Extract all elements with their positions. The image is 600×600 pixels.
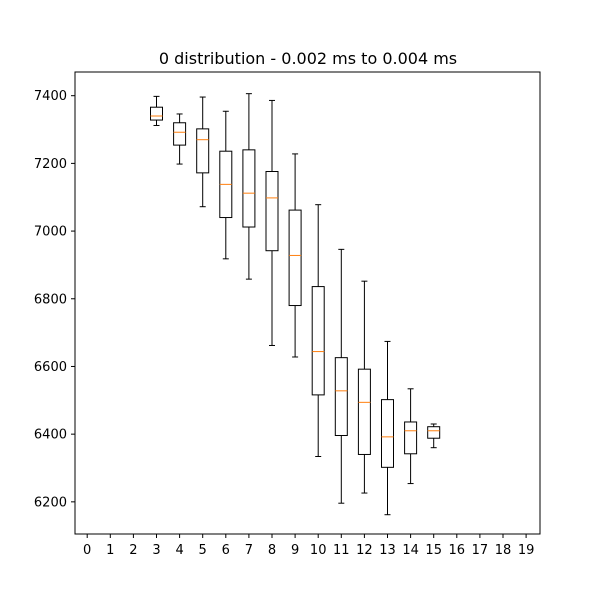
y-tick-label: 7000: [34, 225, 67, 240]
box-plot-item: [427, 423, 441, 449]
plot-area: [150, 93, 441, 516]
box-plot-item: [196, 96, 210, 208]
box-plot-item: [219, 110, 233, 260]
axes-frame: [74, 71, 541, 535]
x-tick-label: 0: [83, 543, 91, 558]
y-tick-label: 6800: [34, 292, 67, 307]
box-iqr: [173, 122, 187, 146]
y-tick-label: 6600: [34, 360, 67, 375]
box-plot-item: [265, 99, 279, 346]
box-iqr: [404, 421, 418, 455]
x-tick-label: 3: [152, 543, 160, 558]
box-plot-item: [150, 95, 163, 126]
x-tick-label: 16: [449, 543, 466, 558]
x-tick-label: 1: [106, 543, 114, 558]
box-plot-item: [173, 113, 187, 165]
box-plot-item: [242, 93, 256, 280]
y-axis: 6200 6400 6600 6800 7000 7200 7400: [34, 89, 75, 510]
x-tick-label: 11: [333, 543, 350, 558]
x-tick-label: 7: [245, 543, 253, 558]
x-tick-label: 9: [291, 543, 299, 558]
y-tick-label: 7400: [34, 89, 67, 104]
x-tick-label: 8: [268, 543, 276, 558]
y-tick-label: 6400: [34, 428, 67, 443]
y-tick-label: 6200: [34, 495, 67, 510]
x-tick-label: 6: [222, 543, 230, 558]
box-iqr: [288, 209, 302, 307]
box-plot-item: [357, 280, 371, 494]
x-tick-label: 14: [402, 543, 419, 558]
x-tick-label: 15: [425, 543, 442, 558]
x-tick-label: 19: [518, 543, 535, 558]
box-iqr: [150, 106, 163, 121]
box-iqr: [242, 149, 256, 228]
x-tick-label: 17: [472, 543, 489, 558]
box-plot-item: [288, 153, 302, 358]
box-iqr: [196, 128, 210, 174]
x-tick-label: 2: [129, 543, 137, 558]
box-iqr: [357, 368, 371, 455]
box-iqr: [334, 357, 348, 437]
chart-title: 0 distribution - 0.002 ms to 0.004 ms: [159, 49, 457, 68]
box-plot-item: [311, 204, 325, 457]
x-tick-label: 4: [175, 543, 183, 558]
x-axis: 0 1 2 3 4 5 6 7 8 9 10 11 12 13 14 15 16 17 18 19: [83, 534, 534, 558]
box-iqr: [381, 399, 394, 468]
box-plot-item: [334, 248, 348, 504]
x-tick-label: 12: [356, 543, 373, 558]
x-tick-label: 13: [379, 543, 396, 558]
box-iqr: [427, 426, 441, 439]
x-tick-label: 5: [199, 543, 207, 558]
y-tick-label: 7200: [34, 157, 67, 172]
box-iqr: [311, 286, 325, 396]
box-iqr: [265, 171, 279, 252]
x-tick-label: 10: [310, 543, 327, 558]
box-plot-item: [381, 340, 394, 516]
box-plot-item: [404, 388, 418, 485]
x-tick-label: 18: [495, 543, 512, 558]
